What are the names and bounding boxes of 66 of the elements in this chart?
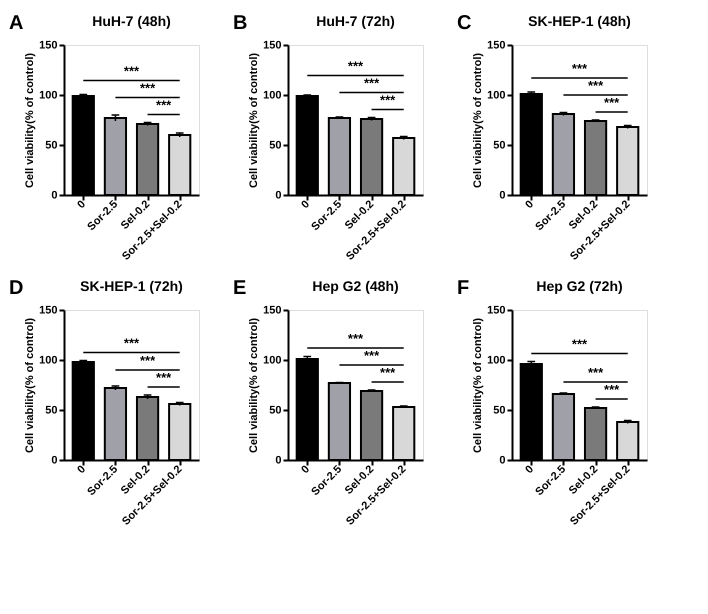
annotation: *** <box>572 61 588 76</box>
y-axis-title: Cell viability(% of control) <box>24 318 36 454</box>
y-tick-label: 0 <box>275 190 282 202</box>
y-tick-label: 50 <box>269 140 282 152</box>
text: B <box>233 12 248 34</box>
y-tick-label: 100 <box>263 90 282 102</box>
annotation: *** <box>348 58 364 74</box>
x-tick-label: 0 <box>299 198 312 212</box>
y-tick-label: 100 <box>487 90 506 102</box>
chart-title: Hep G2 (72h) <box>536 278 623 294</box>
y-tick-label: 0 <box>275 454 282 466</box>
annotation: *** <box>380 365 396 380</box>
annotation: *** <box>156 98 172 112</box>
annotation: *** <box>156 370 172 385</box>
y-axis-title: Cell viability(% of control) <box>248 318 260 454</box>
y-tick-label: 150 <box>487 304 506 316</box>
x-tick-label: 0 <box>523 463 536 476</box>
annotation: *** <box>604 382 620 397</box>
y-tick-label: 150 <box>39 304 58 316</box>
x-tick-label: 0 <box>299 463 312 476</box>
text: E <box>233 277 246 299</box>
annotation: *** <box>364 348 380 363</box>
annotation: *** <box>572 336 588 352</box>
y-tick-label: 150 <box>263 40 282 52</box>
annotation: *** <box>588 365 604 380</box>
annotation: *** <box>140 80 156 96</box>
chart-title: HuH-7 (72h) <box>316 13 395 29</box>
y-tick-label: 50 <box>493 404 506 416</box>
y-tick-label: 50 <box>493 140 506 152</box>
annotation: *** <box>364 76 380 90</box>
y-tick-label: 100 <box>487 354 506 366</box>
text: A <box>9 12 24 34</box>
annotation: *** <box>348 331 364 346</box>
chart-title: Hep G2 (48h) <box>312 278 399 294</box>
y-tick-label: 150 <box>487 40 506 52</box>
y-tick-label: 0 <box>499 454 506 466</box>
chart-title: SK-HEP-1 (72h) <box>80 278 183 294</box>
y-axis-title: Cell viability(% of control) <box>24 52 36 188</box>
y-tick-label: 150 <box>39 40 58 52</box>
y-tick-label: 0 <box>51 454 58 466</box>
y-tick-label: 150 <box>263 304 282 316</box>
y-tick-label: 50 <box>45 140 58 152</box>
y-tick-label: 50 <box>45 404 58 416</box>
y-tick-label: 0 <box>51 190 58 202</box>
y-tick-label: 100 <box>263 354 282 366</box>
annotation: *** <box>588 78 604 93</box>
chart-title: SK-HEP-1 (48h) <box>528 13 631 29</box>
x-tick-label: 0 <box>75 463 88 476</box>
annotation: *** <box>124 64 140 78</box>
annotation: *** <box>604 95 620 110</box>
y-tick-label: 0 <box>499 190 506 202</box>
x-tick-label: 0 <box>523 198 536 212</box>
y-axis-title: Cell viability(% of control) <box>472 318 484 454</box>
x-tick-label: 0 <box>75 198 88 212</box>
y-axis-title: Cell viability(% of control) <box>472 52 484 188</box>
annotation: *** <box>124 336 140 350</box>
y-tick-label: 100 <box>39 90 58 102</box>
y-axis-title: Cell viability(% of control) <box>248 52 260 188</box>
y-tick-label: 100 <box>39 354 58 366</box>
annotation: *** <box>380 92 396 108</box>
annotation: *** <box>140 353 156 368</box>
y-tick-label: 50 <box>269 404 282 416</box>
text: D <box>9 277 24 299</box>
chart-title: HuH-7 (48h) <box>92 13 171 29</box>
text: C <box>457 12 472 34</box>
text: F <box>457 277 470 299</box>
